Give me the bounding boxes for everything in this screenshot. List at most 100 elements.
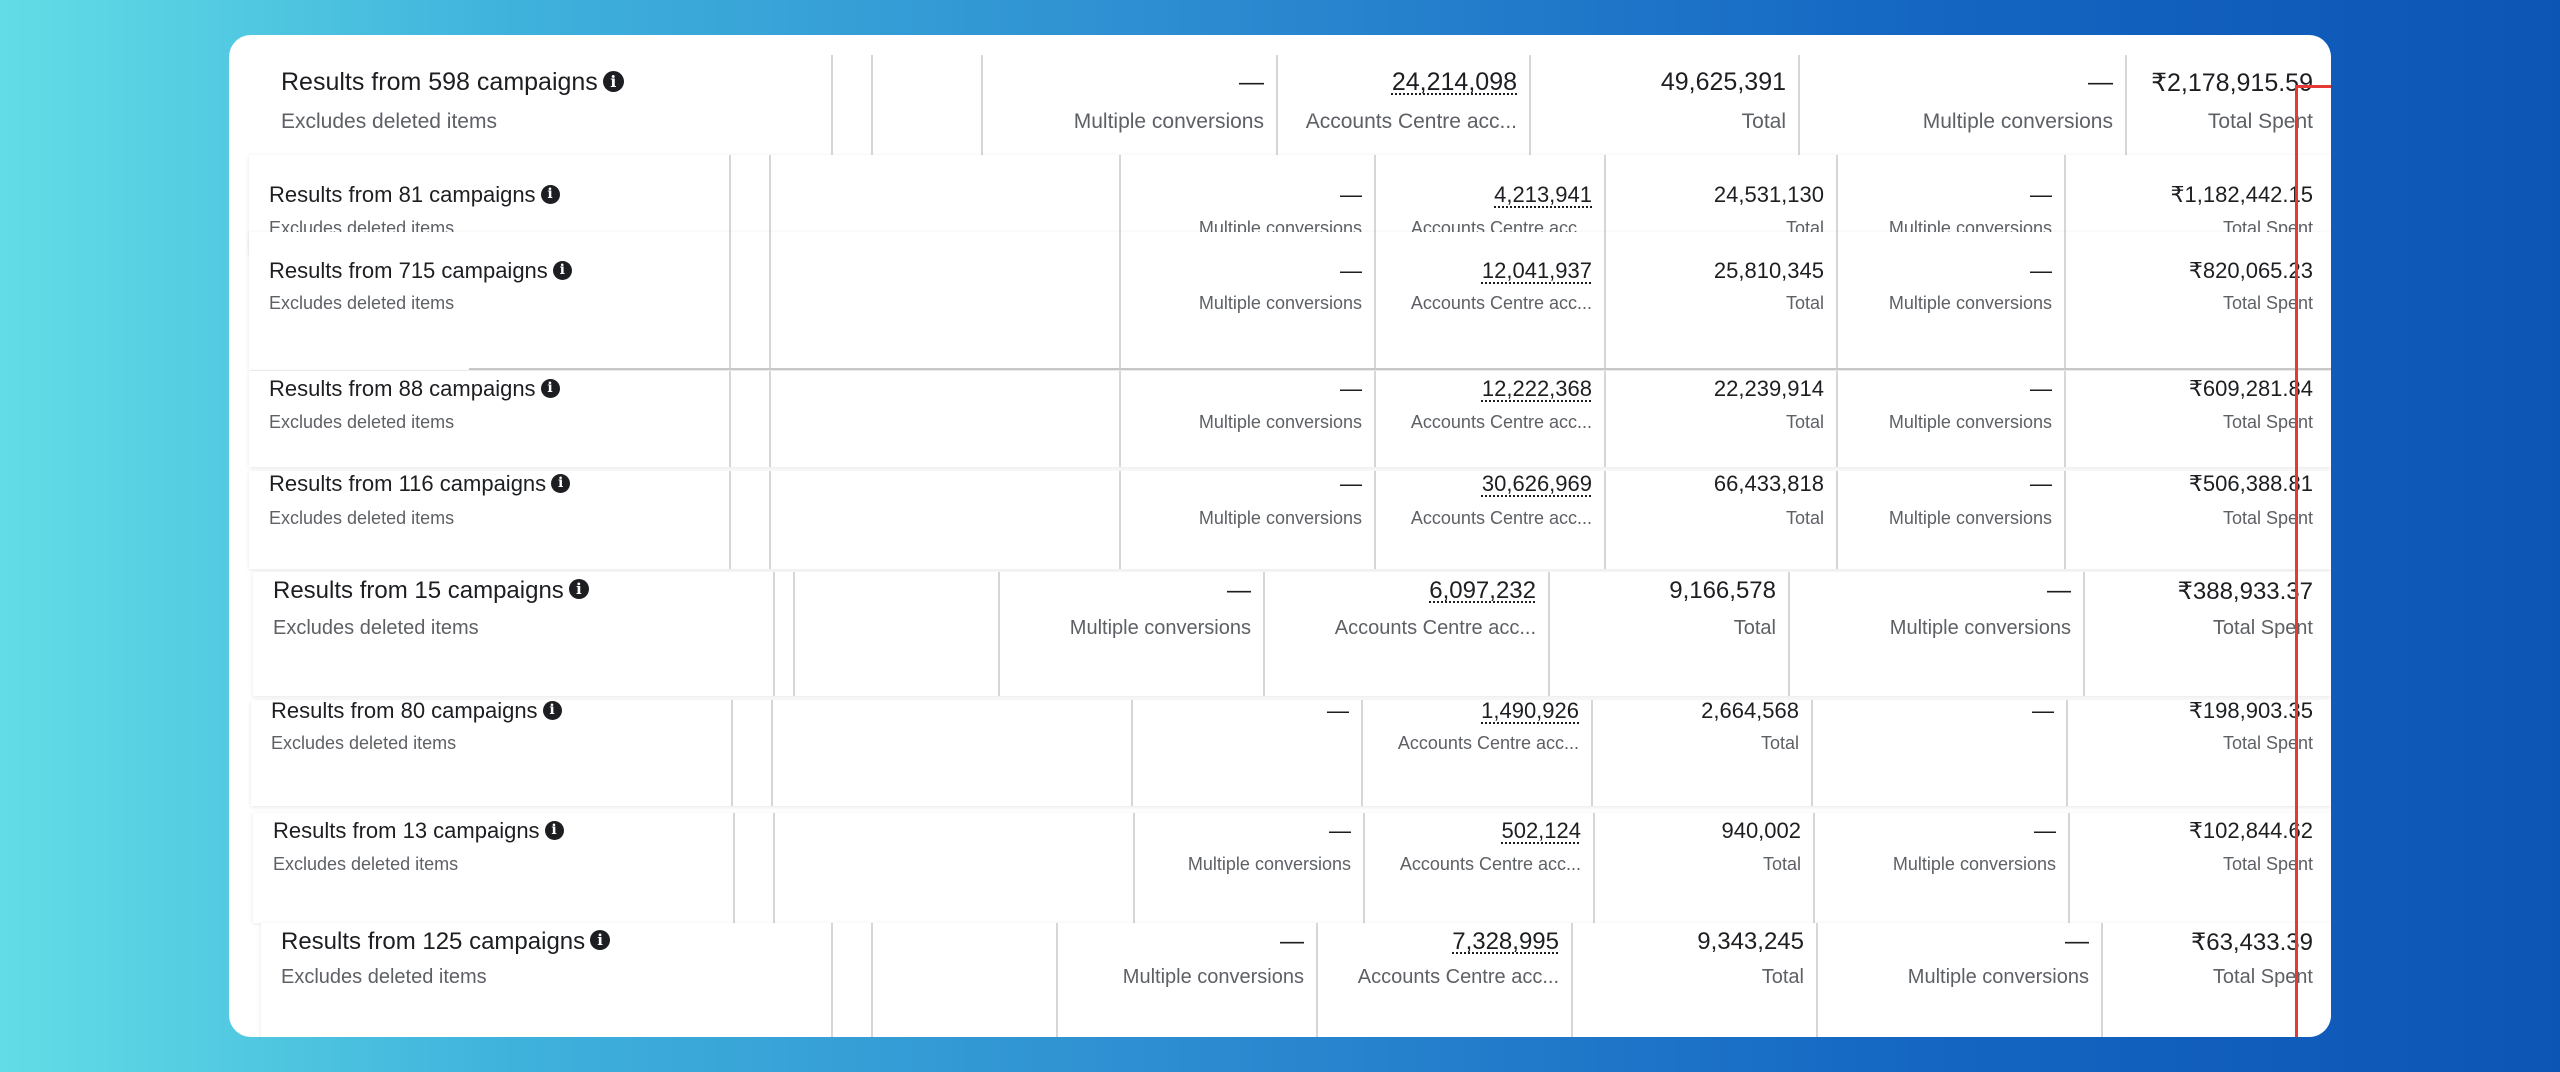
total-label: Total	[1733, 617, 1776, 639]
row-subtitle: Excludes deleted items	[269, 411, 455, 432]
column-divider	[831, 923, 833, 1037]
accounts-centre-value[interactable]: 4,213,941	[1494, 182, 1592, 208]
total-spent-label: Total Spent	[2212, 966, 2313, 988]
accounts-centre-value[interactable]: 7,328,995	[1452, 927, 1559, 955]
accounts-centre-label: Accounts Centre acc...	[1399, 853, 1581, 874]
column-divider	[1836, 371, 1838, 467]
info-circle-icon[interactable]: i	[544, 820, 564, 840]
total-spent-value: ₹506,388.81	[2188, 471, 2313, 497]
info-circle-icon[interactable]: i	[551, 473, 571, 493]
row-title: Results from 15 campaigns i	[273, 577, 589, 605]
table-row[interactable]: Results from 125 campaigns i Excludes dele…	[261, 923, 2331, 1037]
row-subtitle: Excludes deleted items	[271, 732, 457, 753]
table-row[interactable]: Results from 80 campaigns i Excludes delet…	[251, 698, 2331, 806]
column-divider	[2064, 232, 2066, 370]
total-value: 2,664,568	[1701, 698, 1799, 724]
row-title: Results from 81 campaigns i	[269, 182, 560, 208]
row-subtitle: Excludes deleted items	[269, 292, 455, 313]
accounts-centre-value[interactable]: 12,222,368	[1481, 376, 1592, 402]
accounts-centre-label: Accounts Centre acc...	[1305, 110, 1517, 134]
column-divider	[2064, 155, 2066, 255]
row-subtitle: Excludes deleted items	[281, 966, 487, 988]
column-divider	[1119, 371, 1121, 467]
column-divider	[1374, 471, 1376, 569]
conversions-value: —	[1280, 927, 1304, 955]
conversions-value: —	[1239, 67, 1264, 96]
conversions-value: —	[1340, 182, 1362, 208]
column-divider	[769, 232, 771, 370]
column-divider	[1836, 471, 1838, 569]
column-divider	[2064, 471, 2066, 569]
conversions-value: —	[1340, 471, 1362, 497]
conversions-value-2: —	[2032, 698, 2054, 724]
conversions-value: —	[1227, 576, 1251, 604]
column-divider	[773, 813, 775, 923]
conversions-label-2: Multiple conversions	[1892, 853, 2056, 874]
accounts-centre-value[interactable]: 24,214,098	[1391, 67, 1517, 96]
conversions-value: —	[1327, 698, 1349, 724]
row-title: Results from 13 campaigns i	[273, 818, 564, 844]
accounts-centre-value[interactable]: 12,041,937	[1481, 258, 1592, 284]
column-divider	[729, 471, 731, 569]
info-circle-icon[interactable]: i	[552, 260, 572, 280]
info-circle-icon[interactable]: i	[540, 184, 560, 204]
column-divider	[2068, 813, 2070, 923]
row-title-text: Results from 88 campaigns	[269, 376, 536, 402]
column-divider	[2064, 371, 2066, 467]
info-circle-icon[interactable]: i	[540, 378, 560, 398]
column-divider	[2066, 700, 2068, 806]
accounts-centre-value[interactable]: 30,626,969	[1481, 471, 1592, 497]
row-subtitle: Excludes deleted items	[273, 617, 479, 639]
conversions-label: Multiple conversions	[1198, 507, 1362, 528]
table-row[interactable]: Results from 116 campaigns i Excludes dele…	[249, 471, 2331, 569]
info-circle-icon[interactable]: i	[602, 70, 624, 92]
table-row[interactable]: Results from 715 campaigns i Excludes dele…	[249, 232, 2331, 370]
column-divider	[1604, 471, 1606, 569]
accounts-centre-label: Accounts Centre acc...	[1410, 507, 1592, 528]
column-divider	[2101, 923, 2103, 1037]
accounts-centre-value[interactable]: 502,124	[1501, 818, 1581, 844]
column-divider	[998, 572, 1000, 696]
column-divider	[1788, 572, 1790, 696]
column-divider	[1798, 55, 1800, 191]
column-divider	[1529, 55, 1531, 191]
table-row[interactable]: Results from 88 campaigns i Excludes delet…	[249, 371, 2331, 467]
row-title: Results from 598 campaigns i	[281, 68, 624, 97]
conversions-label-2: Multiple conversions	[1888, 411, 2052, 432]
accounts-centre-label: Accounts Centre acc...	[1334, 617, 1536, 639]
conversions-label: Multiple conversions	[1198, 292, 1362, 313]
conversions-label: Multiple conversions	[1198, 411, 1362, 432]
total-spent-value: ₹609,281.84	[2188, 376, 2313, 402]
column-divider	[771, 700, 773, 806]
row-title-text: Results from 80 campaigns	[271, 698, 538, 724]
info-circle-icon[interactable]: i	[542, 701, 562, 720]
total-spent-value: ₹2,178,915.59	[2151, 68, 2313, 97]
total-value: 9,166,578	[1669, 576, 1776, 604]
column-divider	[1119, 232, 1121, 370]
column-divider	[1816, 923, 1818, 1037]
info-circle-icon[interactable]: i	[590, 930, 611, 951]
row-title-text: Results from 81 campaigns	[269, 182, 536, 208]
row-title-text: Results from 598 campaigns	[281, 67, 598, 96]
column-divider	[981, 55, 983, 191]
row-subtitle: Excludes deleted items	[281, 110, 497, 134]
accounts-centre-value[interactable]: 1,490,926	[1481, 698, 1579, 724]
row-title: Results from 715 campaigns i	[269, 258, 572, 284]
info-circle-icon[interactable]: i	[568, 579, 589, 600]
total-spent-highlight	[2295, 85, 2331, 1037]
accounts-centre-value[interactable]: 6,097,232	[1429, 576, 1536, 604]
total-value: 66,433,818	[1713, 471, 1824, 497]
column-divider	[729, 232, 731, 370]
column-divider	[773, 572, 775, 696]
table-row[interactable]: Results from 15 campaigns i Excludes delet…	[253, 572, 2331, 696]
total-spent-label: Total Spent	[2222, 292, 2313, 313]
column-divider	[1316, 923, 1318, 1037]
conversions-label: Multiple conversions	[1122, 966, 1304, 988]
row-title: Results from 116 campaigns i	[269, 471, 571, 497]
column-divider	[769, 471, 771, 569]
column-divider	[1548, 572, 1550, 696]
column-divider	[731, 700, 733, 806]
column-divider	[1361, 700, 1363, 806]
row-title-text: Results from 13 campaigns	[273, 818, 540, 844]
table-row[interactable]: Results from 13 campaigns i Excludes delet…	[253, 813, 2331, 923]
